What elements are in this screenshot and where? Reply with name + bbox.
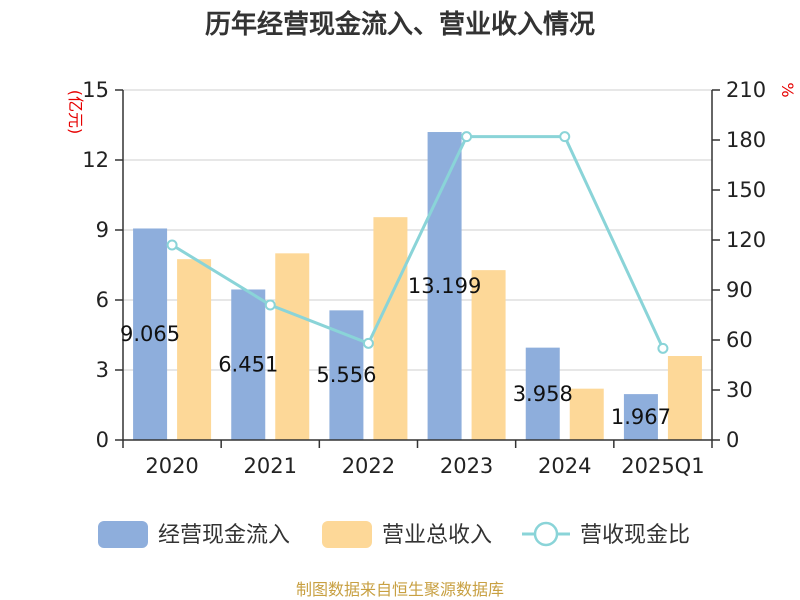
gridlines: [123, 89, 712, 371]
data-source-note: 制图数据来自恒生聚源数据库: [296, 580, 504, 599]
bar-revenue: [569, 388, 604, 440]
x-tick-label: 2020: [145, 454, 198, 478]
data-label-cash-inflow: 6.451: [218, 353, 278, 377]
y-tick-label-left: 15: [82, 78, 109, 102]
bar-revenue: [667, 356, 702, 440]
bar-cash-inflow: [133, 228, 168, 440]
y-tick-label-right: 120: [726, 228, 766, 252]
legend-marker-ratio: [533, 521, 559, 547]
ratio-point: [461, 131, 473, 143]
ratio-line-layer: [166, 131, 669, 354]
legend-label: 营业总收入: [382, 523, 492, 548]
y-tick-label-right: 90: [726, 278, 753, 302]
legend: 经营现金流入 营业总收入 营收现金比: [98, 521, 690, 548]
y-tick-label-right: 30: [726, 378, 753, 402]
y-tick-label-right: 180: [726, 128, 766, 152]
x-tick-label: 2024: [538, 454, 591, 478]
data-labels: 9.065 6.451 5.556 13.199 3.958 1.967: [120, 274, 671, 429]
ratio-point: [559, 131, 571, 143]
ratio-point: [166, 239, 178, 251]
ratio-point: [657, 342, 669, 354]
ratio-line: [171, 135, 665, 349]
ratio-point: [362, 337, 374, 349]
y-tick-label-left: 9: [96, 218, 109, 242]
data-label-cash-inflow: 1.967: [611, 405, 671, 429]
y-axis-left-label: (亿元): [66, 90, 85, 135]
bars-layer: [133, 132, 702, 441]
data-label-cash-inflow: 3.958: [513, 382, 573, 406]
y-tick-label-left: 6: [96, 288, 109, 312]
data-label-cash-inflow: 9.065: [120, 322, 180, 346]
data-label-cash-inflow: 13.199: [408, 274, 481, 298]
bar-revenue: [373, 217, 408, 440]
y-tick-label-right: 150: [726, 178, 766, 202]
x-tick-label: 2021: [244, 454, 297, 478]
y-axis-right-label: %: [778, 82, 797, 97]
data-label-cash-inflow: 5.556: [316, 363, 376, 387]
bar-cash-inflow: [525, 347, 560, 440]
bar-revenue: [275, 253, 310, 440]
bar-revenue: [471, 270, 506, 440]
chart-title: 历年经营现金流入、营业收入情况: [205, 9, 595, 40]
bar-cash-inflow: [623, 394, 658, 440]
y-tick-label-right: 0: [726, 428, 739, 452]
legend-swatch-cash-inflow: [98, 521, 148, 548]
legend-label: 营收现金比: [580, 523, 690, 548]
bar-revenue: [177, 259, 212, 440]
y-tick-label-left: 12: [82, 148, 109, 172]
bar-cash-inflow: [329, 310, 364, 440]
y-tick-label-right: 60: [726, 328, 753, 352]
y-tick-label-left: 3: [96, 358, 109, 382]
x-tick-label: 2025Q1: [621, 454, 704, 478]
ratio-point: [264, 299, 276, 311]
y-tick-label-right: 210: [726, 78, 766, 102]
y-tick-label-left: 0: [96, 428, 109, 452]
x-tick-label: 2023: [440, 454, 493, 478]
bar-cash-inflow: [231, 289, 266, 440]
legend-swatch-revenue: [322, 521, 372, 548]
legend-label: 经营现金流入: [158, 523, 290, 548]
x-tick-label: 2022: [342, 454, 395, 478]
